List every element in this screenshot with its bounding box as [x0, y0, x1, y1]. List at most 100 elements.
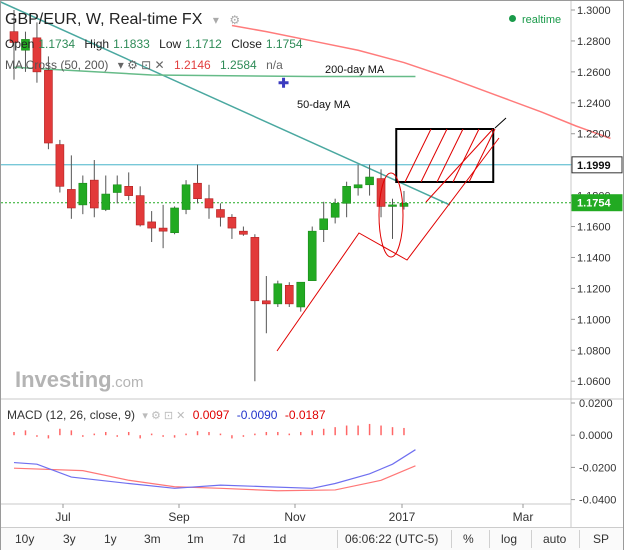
candle-body[interactable] — [399, 203, 409, 207]
high-value: 1.1833 — [113, 37, 150, 51]
hatch-line — [468, 128, 496, 183]
candle-body[interactable] — [216, 209, 225, 218]
macd-settings-icon[interactable]: ▾ ⚙ ⊡ ✕ — [142, 410, 186, 422]
target-rectangle[interactable] — [395, 128, 495, 183]
price-tick-label: 1.0600 — [577, 376, 611, 388]
price-tick-label: 1.1400 — [577, 252, 611, 264]
range-button-3y[interactable]: 3y — [63, 532, 76, 546]
price-tick-label: 1.1000 — [577, 314, 611, 326]
candle-body[interactable] — [124, 186, 133, 196]
time-tick-label: Jul — [55, 510, 70, 524]
macd-line[interactable] — [13, 449, 416, 489]
candle-body[interactable] — [307, 230, 317, 281]
price-tick-label: 1.2600 — [577, 67, 611, 79]
price-tag-label: 1.1754 — [577, 198, 612, 210]
candle-body[interactable] — [353, 184, 363, 189]
ohlc-legend: Open 1.1734 High 1.1833 Low 1.1712 Close 1.1… — [5, 37, 303, 51]
indicator-settings-icon[interactable]: ▾ ⚙ ⊡ ✕ — [117, 58, 165, 72]
time-tick-label: Mar — [513, 510, 534, 524]
status-dot-icon — [509, 15, 516, 22]
sp-button[interactable]: SP — [593, 532, 610, 546]
toolbar-divider — [489, 530, 490, 548]
candle-body[interactable] — [239, 230, 248, 235]
range-button-3m[interactable]: 3m — [144, 532, 161, 546]
log-button[interactable]: log — [501, 532, 518, 546]
time-tick-label: Sep — [168, 510, 190, 524]
watermark-brand: Investing — [15, 367, 112, 392]
candle-body[interactable] — [9, 31, 19, 43]
candle-body[interactable] — [388, 204, 397, 207]
hatch-line — [452, 128, 480, 183]
candle-body[interactable] — [273, 283, 283, 305]
candle-body[interactable] — [342, 186, 351, 204]
candle-body[interactable] — [21, 39, 30, 51]
candle-body[interactable] — [135, 195, 145, 226]
macd-value-1: 0.0097 — [192, 408, 230, 422]
macd-tick-label: 0.0000 — [579, 430, 613, 442]
trend-line[interactable] — [1, 1, 451, 206]
candle-body[interactable] — [67, 189, 76, 209]
candle-body[interactable] — [89, 179, 99, 209]
macd-tick-label: 0.0200 — [579, 398, 613, 410]
candle-body[interactable] — [193, 182, 202, 199]
range-button-10y[interactable]: 10y — [15, 532, 35, 546]
time-tick-label: Nov — [284, 510, 305, 524]
macd-value-2: -0.0090 — [236, 408, 278, 422]
candle-body[interactable] — [296, 281, 306, 308]
ma200-line[interactable] — [13, 66, 416, 78]
range-button-1y[interactable]: 1y — [104, 532, 117, 546]
ma-cross-legend[interactable]: MA Cross (50, 200) ▾ ⚙ ⊡ ✕ 1.2146 1.2584… — [5, 58, 283, 72]
candle-body[interactable] — [112, 184, 122, 193]
candle-body[interactable] — [204, 198, 214, 209]
macd-signal-line[interactable] — [13, 465, 416, 492]
percent-button[interactable]: % — [463, 532, 474, 546]
range-button-1m[interactable]: 1m — [187, 532, 204, 546]
ma-value-1: 1.2146 — [173, 58, 211, 72]
candle-body[interactable] — [147, 221, 156, 229]
ma-value-2: 1.2584 — [220, 58, 257, 72]
candle-body[interactable] — [365, 176, 374, 186]
chart-canvas[interactable]: Investing .com 1.3000 1.2800 1.2600 1.2400 1… — [1, 1, 623, 527]
candle-body[interactable] — [158, 227, 168, 232]
price-tick-label: 1.1200 — [577, 283, 611, 295]
candle-body[interactable] — [55, 144, 65, 187]
candle-body[interactable] — [284, 285, 294, 305]
price-tick-label: 1.3000 — [577, 5, 611, 17]
macd-name[interactable]: MACD (12, 26, close, 9) — [7, 408, 136, 422]
range-button-7d[interactable]: 7d — [232, 532, 246, 546]
open-value: 1.1734 — [38, 37, 76, 51]
highlight-ellipse[interactable] — [378, 172, 404, 258]
hatch-line — [420, 128, 448, 183]
symbol-title[interactable]: GBP/EUR, W, Real-time FX ▾ ⚙ — [5, 11, 240, 29]
pointer-line — [494, 117, 507, 129]
watermark-suffix: .com — [111, 374, 144, 391]
candle-body[interactable] — [250, 237, 260, 302]
dropdown-arrow-icon[interactable]: ▾ — [212, 13, 219, 27]
macd-legend[interactable]: MACD (12, 26, close, 9) ▾ ⚙ ⊡ ✕ 0.0097 -… — [7, 408, 326, 422]
candle-body[interactable] — [319, 218, 328, 230]
bottom-toolbar: 10y 3y 1y 3m 1m 7d 1d 06:06:22 (UTC-5) %… — [1, 527, 623, 550]
range-button-1d[interactable]: 1d — [273, 532, 287, 546]
projection-line[interactable] — [425, 128, 494, 203]
candle-body[interactable] — [78, 182, 88, 206]
settings-icon[interactable]: ⚙ — [229, 13, 241, 27]
toolbar-divider — [579, 530, 580, 548]
toolbar-divider — [531, 530, 532, 548]
time-tick-label: 2017 — [389, 510, 416, 524]
toolbar-divider — [451, 530, 452, 548]
candle-body[interactable] — [170, 207, 179, 234]
macd-tick-label: -0.0200 — [579, 462, 616, 474]
candle-body[interactable] — [101, 193, 111, 210]
candle-body[interactable] — [32, 37, 42, 73]
candle-body[interactable] — [181, 184, 191, 210]
candle-body[interactable] — [262, 300, 271, 305]
ma-cross-name[interactable]: MA Cross (50, 200) — [5, 58, 109, 72]
candle-body[interactable] — [330, 203, 340, 218]
price-tag — [571, 156, 623, 174]
candle-body[interactable] — [227, 216, 237, 229]
candle-body[interactable] — [44, 70, 53, 144]
auto-button[interactable]: auto — [543, 532, 567, 546]
hatch-line — [404, 128, 432, 183]
symbol-name[interactable]: GBP/EUR, W, Real-time FX — [5, 11, 203, 28]
ma50-line[interactable] — [231, 24, 611, 140]
